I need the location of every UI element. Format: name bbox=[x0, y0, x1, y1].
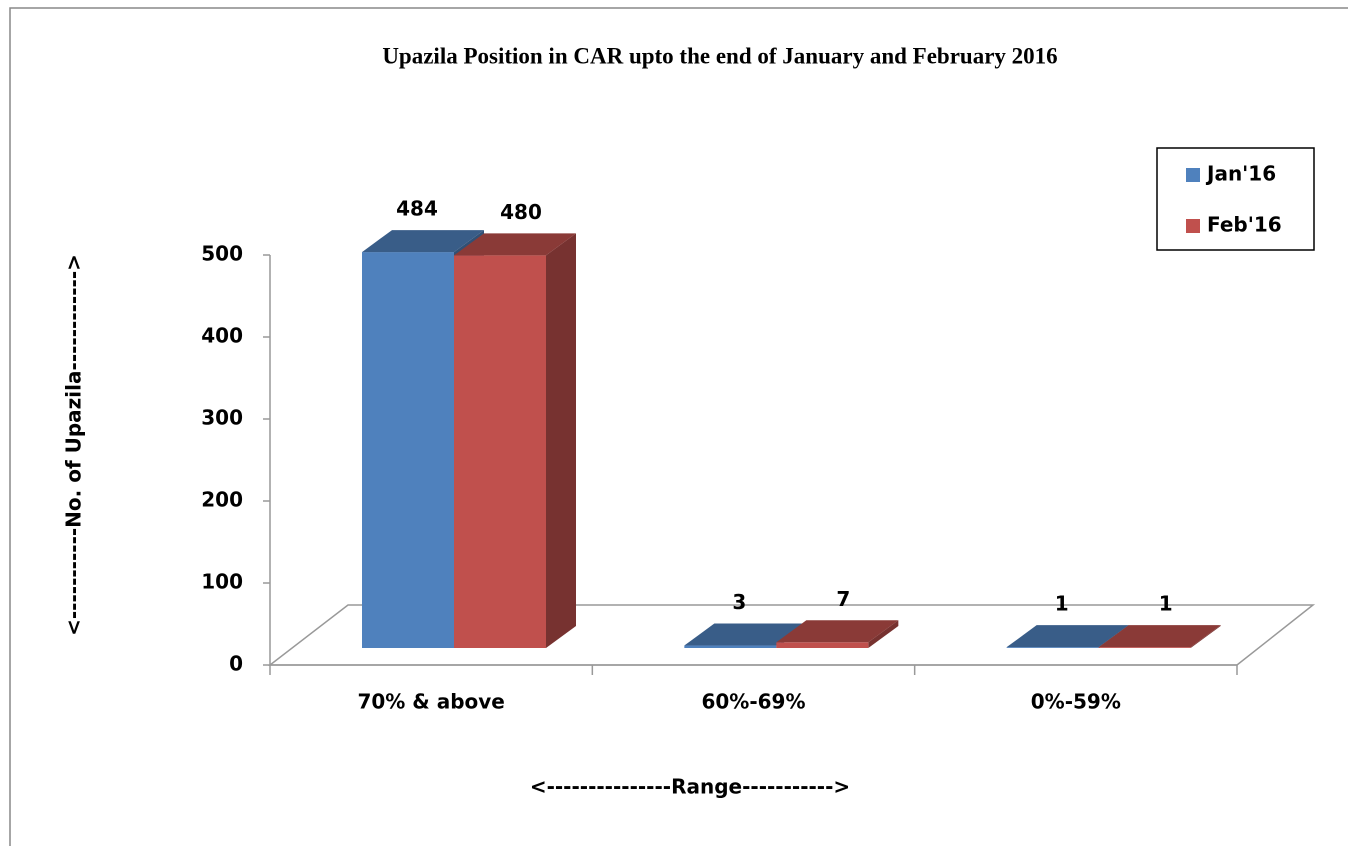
bar bbox=[684, 645, 777, 648]
bar bbox=[362, 252, 454, 648]
y-tick-label: 400 bbox=[201, 324, 243, 348]
bar bbox=[1006, 647, 1099, 648]
bar-top bbox=[684, 623, 807, 646]
bar bbox=[1098, 647, 1191, 648]
bar-side bbox=[1190, 625, 1221, 648]
bar bbox=[454, 255, 546, 649]
bar-top bbox=[1098, 625, 1221, 648]
y-tick-label: 200 bbox=[201, 488, 243, 512]
bar-top bbox=[454, 233, 576, 256]
legend-label: Jan'16 bbox=[1205, 162, 1276, 186]
y-tick-label: 100 bbox=[201, 570, 243, 594]
bar-top bbox=[362, 230, 484, 253]
frame bbox=[9, 7, 1348, 846]
value-label: 484 bbox=[396, 197, 438, 221]
x-tick-label: 70% & above bbox=[357, 690, 504, 714]
bar-side bbox=[546, 233, 576, 649]
y-axis-label: <-----------No. of Upazila------------> bbox=[62, 254, 86, 636]
y-tick-label: 300 bbox=[201, 406, 243, 430]
bar-top bbox=[776, 620, 899, 643]
chart-title: Upazila Position in CAR upto the end of … bbox=[382, 43, 1057, 68]
legend-swatch bbox=[1186, 219, 1200, 233]
y-tick-label: 0 bbox=[229, 652, 243, 676]
legend-swatch bbox=[1186, 168, 1200, 182]
value-label: 1 bbox=[1159, 592, 1173, 616]
value-label: 480 bbox=[500, 200, 542, 224]
x-tick-label: 0%-59% bbox=[1031, 690, 1121, 714]
x-axis-label: <---------------Range-----------> bbox=[530, 775, 850, 799]
bar-top bbox=[1006, 625, 1129, 648]
x-tick-label: 60%-69% bbox=[701, 690, 805, 714]
y-tick-label: 500 bbox=[201, 242, 243, 266]
legend-label: Feb'16 bbox=[1207, 213, 1282, 237]
bar-side bbox=[868, 620, 899, 648]
legend bbox=[1156, 147, 1315, 251]
value-label: 1 bbox=[1055, 592, 1069, 616]
value-label: 7 bbox=[836, 587, 850, 611]
bar bbox=[776, 642, 869, 648]
value-label: 3 bbox=[732, 590, 746, 614]
